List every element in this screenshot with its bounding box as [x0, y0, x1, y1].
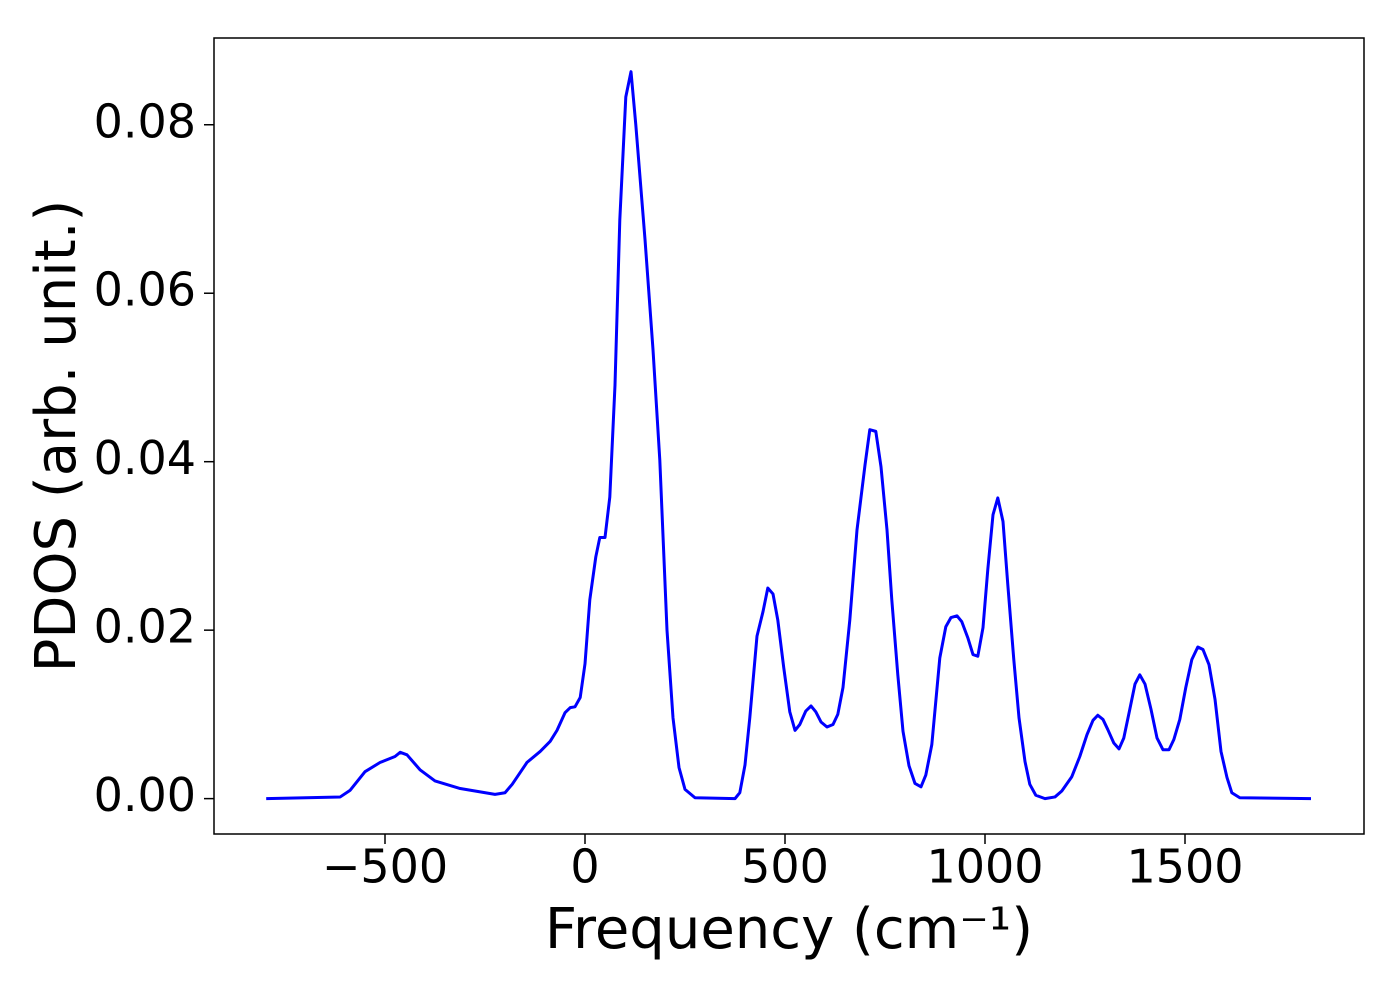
y-axis-label: PDOS (arb. unit.)	[24, 200, 89, 673]
data-line	[266, 70, 1312, 801]
plot-frame	[213, 37, 1365, 835]
x-tick-label: 1000	[926, 840, 1043, 894]
y-tick-label: 0.04	[94, 431, 196, 485]
y-tick-label: 0.00	[94, 768, 196, 822]
x-tick-label: 1500	[1126, 840, 1243, 894]
y-tick-label: 0.06	[94, 263, 196, 317]
x-tick-label: −500	[322, 840, 448, 894]
x-axis-label: Frequency (cm⁻¹)	[545, 897, 1033, 962]
y-tick-label: 0.02	[94, 600, 196, 654]
x-tick-label: 500	[741, 840, 829, 894]
x-tick-label: 0	[570, 840, 599, 894]
y-tick-label: 0.08	[94, 94, 196, 148]
